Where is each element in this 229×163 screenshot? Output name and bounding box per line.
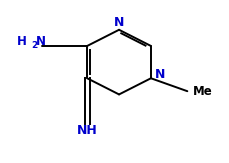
Text: Me: Me xyxy=(193,85,213,98)
Text: N: N xyxy=(155,68,165,81)
Text: N: N xyxy=(114,16,124,30)
Text: NH: NH xyxy=(77,124,98,137)
Text: 2: 2 xyxy=(31,41,38,50)
Text: H: H xyxy=(17,35,27,48)
Text: N: N xyxy=(36,35,46,48)
